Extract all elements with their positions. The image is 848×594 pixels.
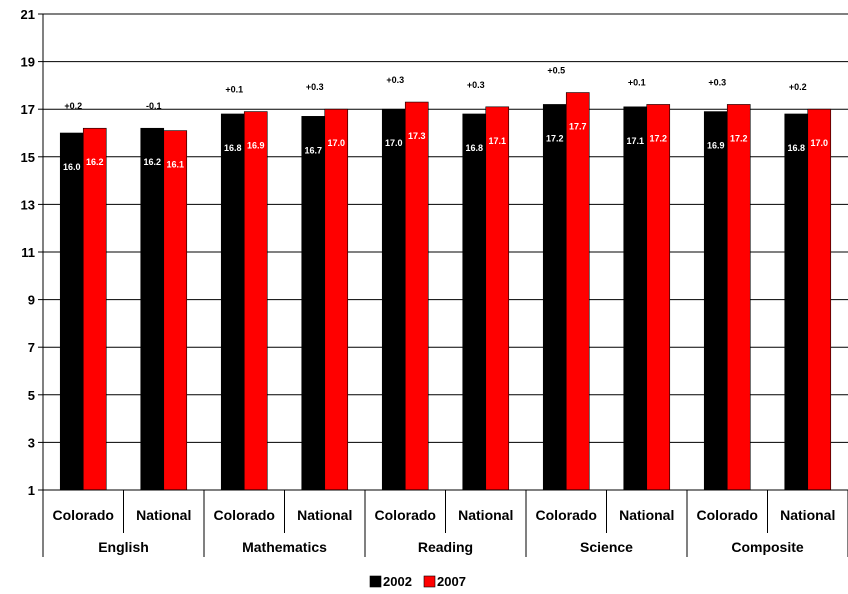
bar-2002 [623, 106, 648, 491]
bar-2007 [404, 101, 429, 491]
x-axis: Colorado National Colorado National Colorado… [42, 489, 848, 557]
bar-2002 [59, 132, 84, 491]
difference-label: +0.1 [628, 77, 646, 87]
group-label: Science [580, 539, 633, 555]
bar-2002 [462, 113, 487, 491]
bar-2007 [646, 104, 671, 491]
value-label-2007: 16.1 [166, 160, 184, 170]
value-label-2002: 16.8 [465, 143, 483, 153]
bars [59, 92, 832, 491]
category-label: National [780, 507, 835, 523]
bar-2007 [565, 92, 590, 491]
value-label-2002: 16.8 [787, 143, 805, 153]
category-label: National [136, 507, 191, 523]
y-tick-label: 21 [21, 7, 35, 22]
y-tick-label: 13 [21, 197, 35, 212]
group-label: Mathematics [242, 539, 327, 555]
y-tick-label: 19 [21, 55, 35, 70]
value-label-2002: 17.1 [626, 136, 644, 146]
category-label: National [297, 507, 352, 523]
legend-swatch-2002 [369, 575, 382, 588]
difference-label: +0.3 [708, 77, 726, 87]
group-label: Reading [418, 539, 473, 555]
bar-2007 [243, 111, 268, 491]
difference-label: +0.2 [64, 101, 82, 111]
group-label: Composite [731, 539, 804, 555]
bar-2007 [807, 108, 832, 491]
difference-label: +0.3 [306, 82, 324, 92]
category-label: Colorado [536, 507, 597, 523]
bar-2002 [784, 113, 809, 491]
y-tick-label: 3 [28, 435, 35, 450]
bar-2002 [301, 116, 326, 491]
bar-2002 [703, 111, 728, 491]
value-label-2007: 17.0 [327, 138, 345, 148]
bar-2007 [324, 108, 349, 491]
y-tick-label: 9 [28, 293, 35, 308]
difference-label: +0.1 [225, 85, 243, 95]
bar-2002 [542, 104, 567, 491]
bar-2007 [82, 127, 107, 491]
value-label-2002: 16.9 [707, 141, 725, 151]
category-label: National [619, 507, 674, 523]
value-label-2002: 17.0 [385, 138, 403, 148]
value-label-2002: 17.2 [546, 133, 564, 143]
value-label-2007: 16.9 [247, 141, 265, 151]
value-label-2007: 17.2 [649, 133, 667, 143]
difference-label: +0.3 [467, 80, 485, 90]
difference-label: +0.3 [386, 75, 404, 85]
difference-label: +0.2 [789, 82, 807, 92]
value-label-2007: 17.2 [730, 133, 748, 143]
y-tick-label: 7 [28, 340, 35, 355]
value-label-2007: 17.0 [810, 138, 828, 148]
category-label: Colorado [53, 507, 114, 523]
bar-2007 [726, 104, 751, 491]
category-label: National [458, 507, 513, 523]
value-label-2007: 17.1 [488, 136, 506, 146]
legend-label-2002: 2002 [383, 574, 412, 589]
bar-2007 [163, 130, 188, 491]
y-tick-label: 15 [21, 150, 35, 165]
category-label: Colorado [697, 507, 758, 523]
y-tick-label: 5 [28, 388, 35, 403]
group-label: English [98, 539, 149, 555]
difference-label: -0.1 [146, 101, 162, 111]
value-label-2007: 17.3 [408, 131, 426, 141]
category-label: Colorado [375, 507, 436, 523]
value-label-2002: 16.2 [143, 157, 161, 167]
difference-labels: +0.2 -0.1 +0.1 +0.3 +0.3 +0.3 +0.5 +0.1 +0.3 +0.2 [64, 66, 806, 112]
value-label-2002: 16.8 [224, 143, 242, 153]
value-labels: 16.0 16.2 16.2 16.1 16.8 16.9 16.7 17.0 17.0 17.3… [63, 122, 828, 172]
legend: 2002 2007 [369, 574, 466, 589]
y-tick-label: 1 [28, 483, 35, 498]
bar-2002 [140, 127, 165, 491]
value-label-2002: 16.7 [304, 145, 322, 155]
value-label-2002: 16.0 [63, 162, 81, 172]
bar-2002 [381, 108, 406, 491]
bar-2002 [220, 113, 245, 491]
category-label: Colorado [214, 507, 275, 523]
legend-swatch-2007 [423, 575, 436, 588]
value-label-2007: 17.7 [569, 122, 587, 132]
legend-label-2007: 2007 [437, 574, 466, 589]
difference-label: +0.5 [547, 66, 565, 76]
y-tick-label: 11 [21, 245, 35, 260]
bar-2007 [485, 106, 510, 491]
y-tick-label: 17 [21, 102, 35, 117]
value-label-2007: 16.2 [86, 157, 104, 167]
